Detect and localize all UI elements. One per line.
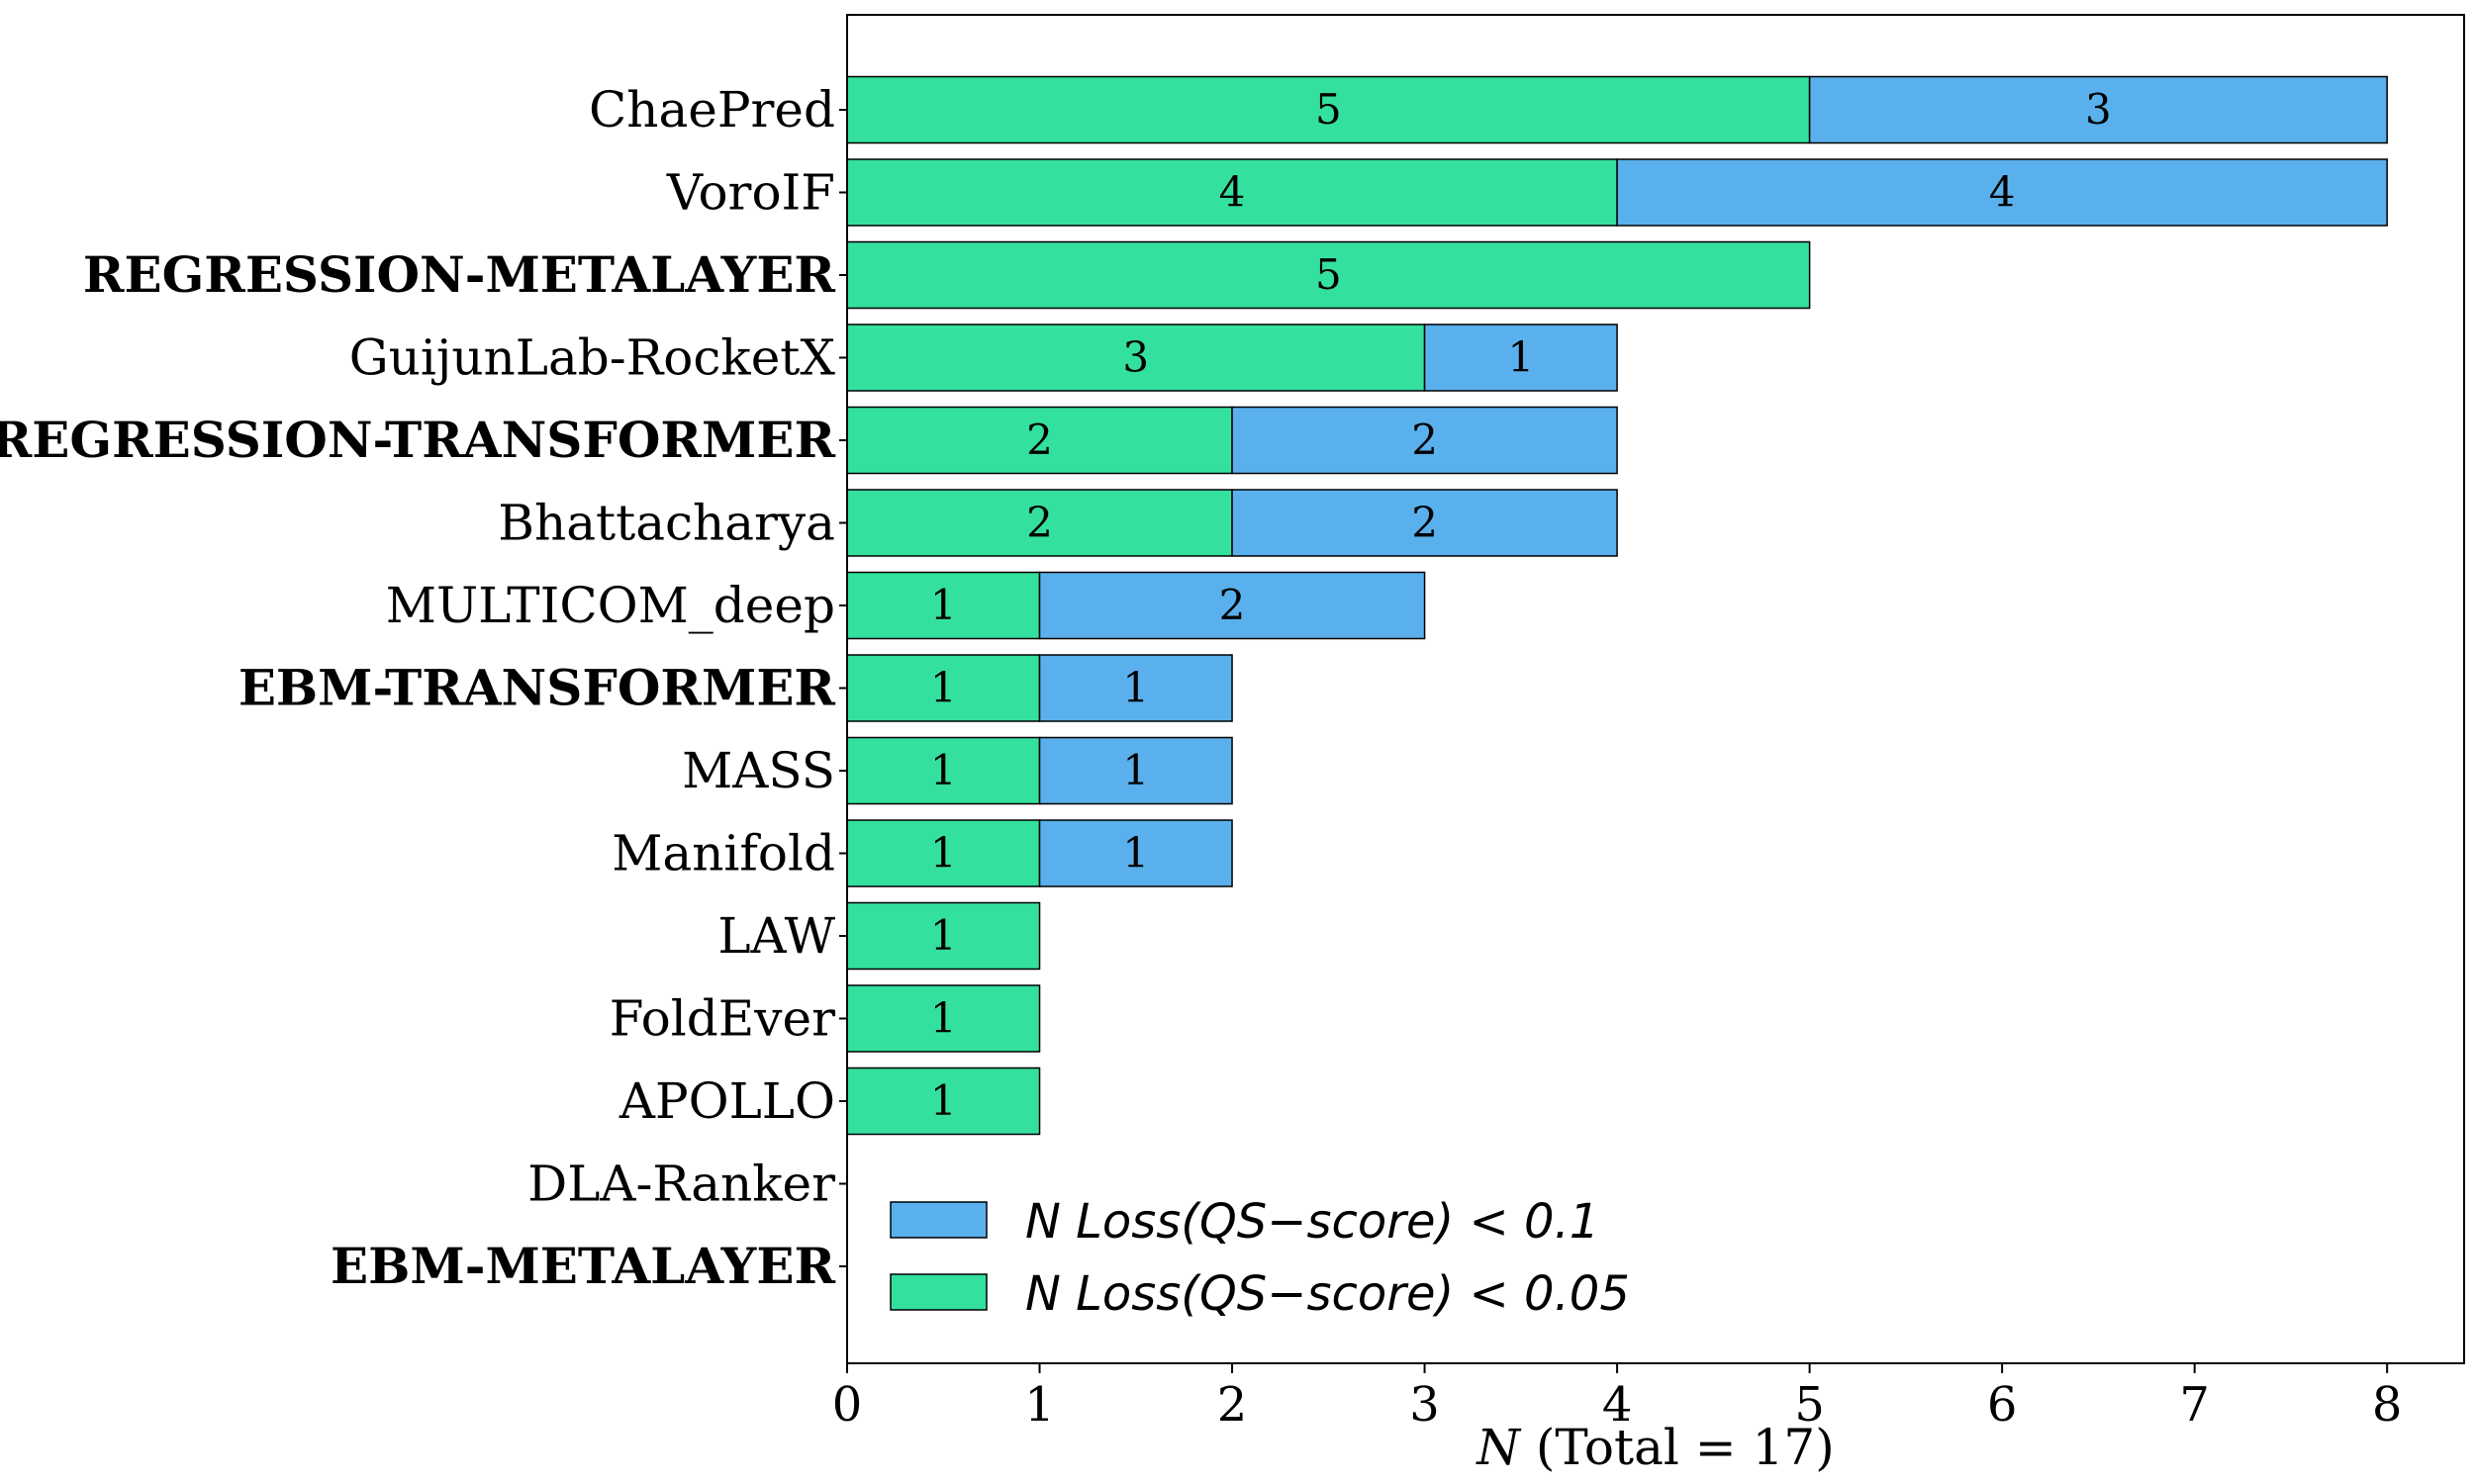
x-tick-label: 5 [1794,1377,1825,1433]
bar-lt005-apollo [846,1067,1041,1136]
category-label: DLA-Ranker [527,1156,835,1213]
bar-lt005-voroif [846,158,1618,227]
x-tick-label: 8 [2372,1377,2403,1433]
bar-lt005-regression-metalayer [846,240,1811,310]
bar-value-label: 3 [1122,333,1149,382]
x-tick-label: 1 [1024,1377,1055,1433]
bar-lt005-ebm-transformer [846,654,1041,722]
legend-entry: N Loss(QS−score) < 0.05 [1025,1266,1630,1322]
category-label: REGRESSION-METALAYER [83,245,836,304]
bar-value-label: 1 [930,581,957,629]
category-label: EBM-TRANSFORMER [238,659,836,717]
bar-lt005-guijunlab-rocketx [846,324,1426,392]
x-tick-label: 4 [1602,1377,1633,1433]
x-tick-label: 7 [2179,1377,2210,1433]
category-label: LAW [717,907,835,965]
bar-value-label: 1 [930,829,957,878]
bar-lt01-chaepred [1808,75,2388,144]
category-label: Manifold [612,825,835,882]
bar-value-label: 2 [1411,499,1438,547]
legend-entry: N Loss(QS−score) < 0.1 [1025,1194,1599,1250]
category-label: FoldEver [610,990,835,1048]
bar-value-label: 2 [1411,416,1438,464]
bar-lt01-regression-transformer [1231,406,1618,475]
bar-lt01-manifold [1038,819,1233,887]
category-label: MASS [682,742,835,799]
legend: N Loss(QS−score) < 0.1 N Loss(QS−score) <… [890,1194,1630,1322]
bar-lt005-foldever [846,984,1041,1053]
bar-lt005-multicom-deep [846,571,1041,640]
bar-value-label: 1 [1507,333,1534,382]
bar-value-label: 1 [930,994,957,1043]
bar-lt01-bhattacharya [1231,489,1618,557]
bar-lt01-guijunlab-rocketx [1423,324,1618,392]
x-tick-label: 0 [832,1377,863,1433]
x-tick-label: 3 [1409,1377,1440,1433]
bar-lt005-chaepred [846,75,1811,144]
bar-value-label: 5 [1315,85,1342,134]
category-label: REGRESSION-TRANSFORMER [0,411,835,469]
bar-value-label: 1 [1122,664,1149,712]
bar-labels-layer: 5 3 4 4 5 3 1 2 2 2 2 1 2 1 1 1 1 1 1 1 1 1 [930,85,2112,1125]
bar-value-label: 1 [1122,746,1149,794]
legend-swatch [890,1201,988,1239]
category-label: VoroIF [666,164,835,222]
bar-value-label: 1 [930,664,957,712]
x-axis-label-text: (Total = 17) [1520,1419,1835,1476]
bar-value-label: 3 [2085,85,2112,134]
bar-value-label: 4 [1989,168,2016,217]
bar-lt01-mass [1038,736,1233,805]
bar-value-label: 2 [1026,499,1053,547]
category-label: ChaePred [589,81,835,139]
bar-value-label: 2 [1219,581,1246,629]
bar-lt01-ebm-transformer [1038,654,1233,722]
bar-value-label: 1 [930,1076,957,1125]
bar-value-label: 1 [930,746,957,794]
bar-lt01-multicom-deep [1038,571,1426,640]
bar-lt005-bhattacharya [846,489,1233,557]
bar-value-label: 1 [1122,829,1149,878]
x-axis-ticks: 0 1 2 3 4 5 6 7 8 [832,1363,2403,1433]
bar-lt005-law [846,901,1041,971]
bar-lt01-voroif [1616,158,2388,227]
category-labels: ChaePred VoroIF REGRESSION-METALAYER Guijun… [0,81,847,1295]
x-axis-label-variable: N [1475,1419,1522,1476]
bar-value-label: 1 [930,911,957,960]
category-label: EBM-METALAYER [331,1237,835,1295]
bar-value-label: 4 [1219,168,1246,217]
bar-value-label: 2 [1026,416,1053,464]
category-label: GuijunLab-RocketX [349,329,836,387]
bars-layer [846,75,2388,1136]
x-tick-label: 2 [1217,1377,1248,1433]
category-label: Bhattacharya [498,495,835,552]
x-axis-label: N (Total = 17) [1475,1419,1834,1476]
bar-value-label: 5 [1315,250,1342,299]
legend-swatch [890,1273,988,1311]
category-label: MULTICOM_deep [386,577,835,634]
category-label: APOLLO [618,1072,835,1130]
x-tick-label: 6 [1987,1377,2018,1433]
